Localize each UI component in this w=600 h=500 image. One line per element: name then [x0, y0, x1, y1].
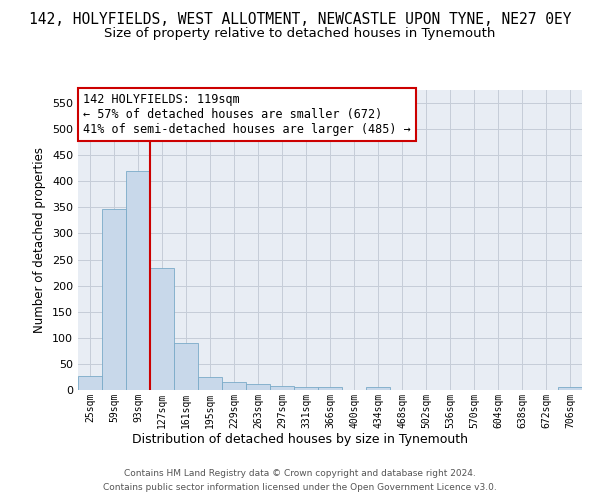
Bar [246, 384, 270, 390]
Text: Size of property relative to detached houses in Tynemouth: Size of property relative to detached ho… [104, 28, 496, 40]
Bar [222, 382, 246, 390]
Y-axis label: Number of detached properties: Number of detached properties [34, 147, 46, 333]
Bar [318, 388, 342, 390]
Bar [270, 386, 294, 390]
Text: 142 HOLYFIELDS: 119sqm
← 57% of detached houses are smaller (672)
41% of semi-de: 142 HOLYFIELDS: 119sqm ← 57% of detached… [83, 93, 411, 136]
Text: 142, HOLYFIELDS, WEST ALLOTMENT, NEWCASTLE UPON TYNE, NE27 0EY: 142, HOLYFIELDS, WEST ALLOTMENT, NEWCAST… [29, 12, 571, 28]
Bar [78, 376, 102, 390]
Bar [102, 209, 126, 390]
Bar [558, 388, 582, 390]
Text: Distribution of detached houses by size in Tynemouth: Distribution of detached houses by size … [132, 432, 468, 446]
Text: Contains public sector information licensed under the Open Government Licence v3: Contains public sector information licen… [103, 484, 497, 492]
Bar [150, 268, 174, 390]
Bar [198, 378, 222, 390]
Text: Contains HM Land Registry data © Crown copyright and database right 2024.: Contains HM Land Registry data © Crown c… [124, 468, 476, 477]
Bar [174, 343, 198, 390]
Bar [294, 387, 318, 390]
Bar [126, 171, 150, 390]
Bar [366, 388, 390, 390]
